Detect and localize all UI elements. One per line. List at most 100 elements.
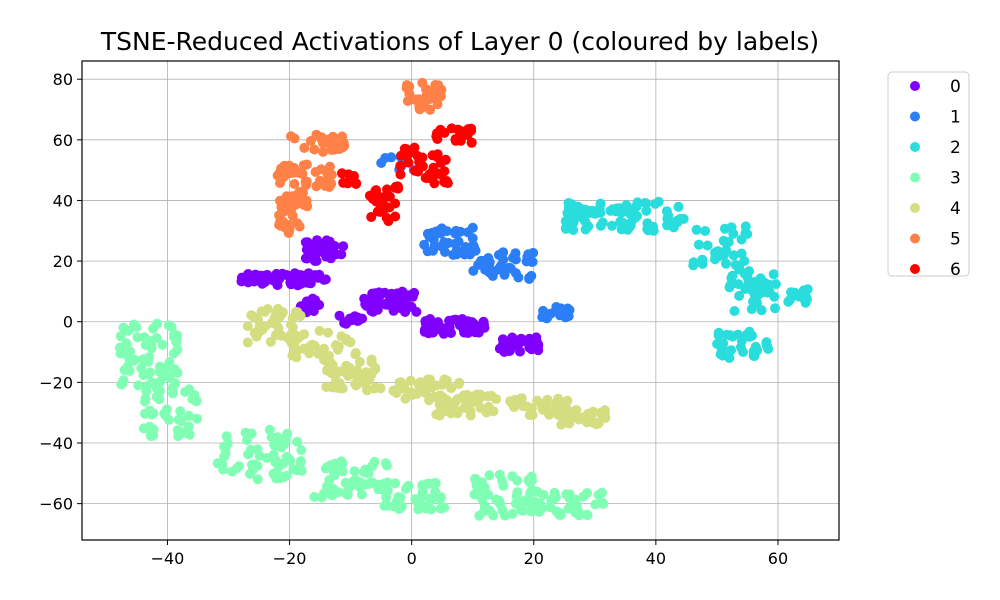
point-series-2 (770, 303, 780, 314)
y-tick-label: 60 (53, 131, 73, 150)
point-series-2 (568, 225, 579, 235)
y-tick-label: −20 (39, 373, 73, 392)
point-series-3 (484, 505, 495, 516)
point-series-2 (783, 296, 794, 307)
point-series-2 (726, 345, 737, 356)
point-series-1 (513, 272, 524, 283)
point-series-2 (755, 273, 766, 284)
point-series-1 (523, 249, 534, 260)
point-series-4 (364, 371, 374, 381)
point-series-6 (393, 183, 404, 194)
point-series-0 (300, 237, 311, 248)
point-series-3 (379, 500, 390, 511)
point-series-2 (738, 347, 748, 357)
point-series-3 (274, 473, 285, 484)
point-series-4 (334, 378, 345, 389)
point-series-3 (332, 463, 343, 473)
legend-marker (910, 172, 920, 183)
point-series-2 (786, 287, 797, 298)
point-series-3 (340, 488, 351, 499)
point-series-4 (542, 394, 553, 405)
point-series-5 (287, 191, 298, 202)
point-series-3 (564, 489, 575, 500)
point-series-3 (563, 503, 574, 514)
point-series-3 (168, 348, 179, 359)
point-series-3 (382, 477, 393, 488)
point-series-2 (630, 213, 640, 223)
point-series-3 (183, 421, 194, 432)
point-series-4 (436, 379, 447, 390)
point-series-4 (422, 374, 433, 385)
point-series-0 (303, 268, 314, 279)
point-series-3 (340, 477, 351, 488)
point-series-4 (471, 389, 482, 400)
point-series-0 (450, 314, 461, 325)
point-series-2 (739, 256, 750, 266)
point-series-3 (133, 380, 144, 391)
point-series-2 (712, 246, 723, 257)
point-series-3 (484, 470, 495, 481)
point-series-2 (693, 239, 704, 250)
point-series-2 (615, 216, 626, 227)
point-series-0 (444, 322, 455, 333)
point-series-0 (338, 241, 349, 252)
point-series-3 (598, 498, 609, 509)
point-series-3 (355, 477, 366, 488)
point-series-3 (545, 502, 556, 513)
point-series-4 (299, 329, 310, 340)
point-series-2 (729, 306, 740, 316)
point-series-2 (734, 290, 745, 301)
point-series-3 (155, 385, 165, 396)
point-series-4 (415, 377, 426, 388)
point-series-3 (269, 440, 280, 450)
point-series-2 (761, 337, 772, 348)
point-series-2 (607, 220, 617, 231)
point-series-5 (316, 134, 327, 145)
point-series-2 (640, 197, 651, 208)
point-series-0 (499, 346, 510, 357)
legend: 0 1 2 3 4 5 6 (887, 71, 970, 280)
point-series-4 (354, 357, 365, 367)
point-series-4 (590, 417, 601, 428)
point-series-0 (517, 336, 528, 347)
point-series-4 (521, 401, 532, 412)
point-series-3 (512, 487, 523, 498)
point-series-1 (429, 240, 440, 251)
plot-frame (81, 60, 840, 541)
point-series-0 (306, 250, 317, 261)
point-series-1 (480, 259, 491, 270)
point-series-5 (278, 206, 289, 217)
point-series-4 (599, 408, 610, 419)
point-series-1 (386, 152, 397, 163)
point-series-2 (752, 298, 762, 309)
point-series-3 (395, 492, 406, 503)
point-series-2 (560, 223, 571, 234)
point-series-0 (533, 341, 544, 352)
point-series-6 (383, 216, 394, 227)
point-series-0 (320, 274, 331, 285)
point-series-3 (596, 487, 607, 498)
point-series-4 (544, 403, 555, 414)
point-series-6 (376, 197, 387, 208)
point-series-3 (146, 409, 157, 420)
point-series-3 (425, 494, 436, 505)
point-series-4 (242, 321, 253, 332)
point-series-2 (688, 260, 699, 271)
point-series-4 (438, 395, 448, 406)
point-series-3 (571, 500, 582, 511)
point-series-3 (144, 352, 155, 363)
point-series-3 (157, 339, 168, 350)
point-series-3 (114, 342, 125, 353)
point-series-3 (498, 480, 509, 491)
point-series-1 (510, 248, 521, 259)
point-series-1 (473, 260, 484, 270)
point-series-2 (724, 282, 735, 293)
point-series-1 (527, 256, 538, 267)
point-series-2 (700, 226, 711, 236)
point-series-4 (307, 339, 318, 350)
point-series-3 (417, 486, 428, 497)
point-series-0 (460, 322, 471, 333)
point-series-2 (663, 219, 674, 230)
point-series-0 (334, 310, 345, 321)
